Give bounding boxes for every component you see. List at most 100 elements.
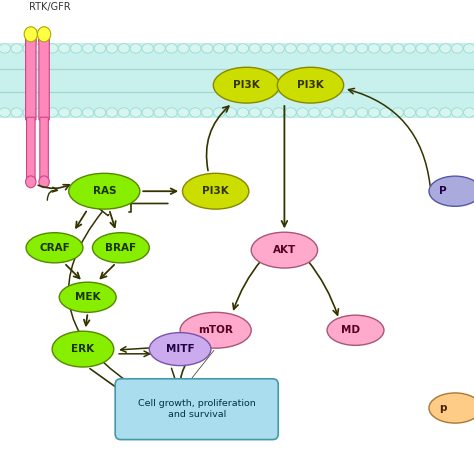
Text: PI3K: PI3K <box>202 186 229 196</box>
Ellipse shape <box>261 44 273 53</box>
Text: ERK: ERK <box>72 344 94 354</box>
Ellipse shape <box>0 108 10 117</box>
Ellipse shape <box>392 108 403 117</box>
Ellipse shape <box>201 44 213 53</box>
Ellipse shape <box>213 67 280 103</box>
Ellipse shape <box>309 108 320 117</box>
Ellipse shape <box>23 44 34 53</box>
Ellipse shape <box>201 108 213 117</box>
Ellipse shape <box>416 44 427 53</box>
Ellipse shape <box>24 27 37 42</box>
Ellipse shape <box>333 108 344 117</box>
Ellipse shape <box>416 108 427 117</box>
Ellipse shape <box>368 44 380 53</box>
Ellipse shape <box>213 44 225 53</box>
Ellipse shape <box>69 173 140 209</box>
Text: p: p <box>439 403 447 413</box>
Ellipse shape <box>440 44 451 53</box>
FancyBboxPatch shape <box>27 117 35 181</box>
Ellipse shape <box>380 44 392 53</box>
Ellipse shape <box>142 44 154 53</box>
Ellipse shape <box>82 44 94 53</box>
Ellipse shape <box>71 108 82 117</box>
Ellipse shape <box>333 44 344 53</box>
Ellipse shape <box>35 44 46 53</box>
Text: Cell growth, proliferation
and survival: Cell growth, proliferation and survival <box>138 400 255 419</box>
Text: CRAF: CRAF <box>39 243 70 253</box>
Ellipse shape <box>464 108 474 117</box>
Text: RTK/GFR: RTK/GFR <box>29 2 71 12</box>
Ellipse shape <box>285 44 296 53</box>
Ellipse shape <box>0 44 10 53</box>
Ellipse shape <box>149 333 211 365</box>
Ellipse shape <box>273 44 284 53</box>
Ellipse shape <box>166 108 177 117</box>
Ellipse shape <box>320 44 332 53</box>
Ellipse shape <box>251 232 318 268</box>
Ellipse shape <box>368 108 380 117</box>
Ellipse shape <box>225 108 237 117</box>
Ellipse shape <box>392 44 403 53</box>
Ellipse shape <box>71 44 82 53</box>
Ellipse shape <box>11 108 22 117</box>
FancyBboxPatch shape <box>39 38 49 120</box>
Ellipse shape <box>273 108 284 117</box>
Ellipse shape <box>249 44 261 53</box>
Text: MEK: MEK <box>75 292 100 302</box>
Ellipse shape <box>428 44 439 53</box>
Ellipse shape <box>154 108 165 117</box>
Ellipse shape <box>118 44 129 53</box>
Ellipse shape <box>39 176 49 188</box>
Ellipse shape <box>380 108 392 117</box>
Ellipse shape <box>464 44 474 53</box>
Text: RAS: RAS <box>92 186 116 196</box>
Text: PI3K: PI3K <box>233 80 260 90</box>
Ellipse shape <box>92 233 149 263</box>
Ellipse shape <box>429 393 474 423</box>
Ellipse shape <box>237 44 249 53</box>
Ellipse shape <box>237 108 249 117</box>
Ellipse shape <box>178 108 189 117</box>
Ellipse shape <box>429 176 474 206</box>
Ellipse shape <box>166 44 177 53</box>
Ellipse shape <box>106 108 118 117</box>
Text: AKT: AKT <box>273 245 296 255</box>
Ellipse shape <box>142 108 154 117</box>
Ellipse shape <box>182 173 249 209</box>
Ellipse shape <box>37 27 51 42</box>
Ellipse shape <box>82 108 94 117</box>
Ellipse shape <box>285 108 296 117</box>
Ellipse shape <box>11 44 22 53</box>
FancyBboxPatch shape <box>40 117 48 181</box>
Text: BRAF: BRAF <box>105 243 137 253</box>
Ellipse shape <box>327 315 384 346</box>
Ellipse shape <box>428 108 439 117</box>
Ellipse shape <box>106 44 118 53</box>
Ellipse shape <box>225 44 237 53</box>
Ellipse shape <box>26 33 36 47</box>
Ellipse shape <box>26 176 36 188</box>
Text: MITF: MITF <box>166 344 194 354</box>
Text: PI3K: PI3K <box>297 80 324 90</box>
Ellipse shape <box>23 108 34 117</box>
Ellipse shape <box>47 44 58 53</box>
Ellipse shape <box>130 108 141 117</box>
Ellipse shape <box>320 108 332 117</box>
FancyBboxPatch shape <box>115 379 278 439</box>
Ellipse shape <box>178 44 189 53</box>
Ellipse shape <box>356 108 368 117</box>
Ellipse shape <box>47 108 58 117</box>
Ellipse shape <box>190 108 201 117</box>
Ellipse shape <box>26 233 83 263</box>
Ellipse shape <box>404 44 415 53</box>
Ellipse shape <box>59 44 70 53</box>
Ellipse shape <box>404 108 415 117</box>
Ellipse shape <box>94 44 106 53</box>
FancyBboxPatch shape <box>0 43 474 118</box>
Ellipse shape <box>249 108 261 117</box>
Ellipse shape <box>452 44 463 53</box>
Ellipse shape <box>356 44 368 53</box>
Ellipse shape <box>277 67 344 103</box>
Ellipse shape <box>309 44 320 53</box>
Ellipse shape <box>297 108 308 117</box>
